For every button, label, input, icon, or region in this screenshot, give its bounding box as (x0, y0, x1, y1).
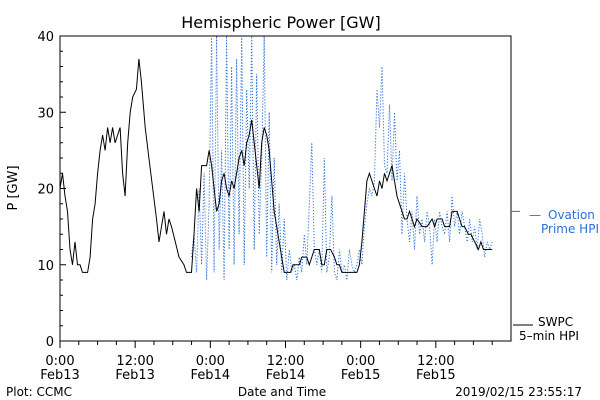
x-tick-date-label: Feb14 (266, 368, 306, 383)
ovation-legend-line2: Prime HPI (541, 222, 599, 236)
y-axis-ticks: 0 10 20 30 40 (37, 30, 66, 350)
x-tick-date-label: Feb15 (341, 368, 381, 383)
y-tick-label: 20 (37, 183, 54, 198)
x-tick-time-label: 12:00 (116, 354, 153, 369)
x-axis-ticks: 0:00Feb1312:00Feb130:00Feb1412:00Feb140:… (40, 341, 493, 383)
x-tick-time-label: 12:00 (417, 354, 454, 369)
ovation-legend-dash: — (529, 208, 541, 222)
x-tick-time-label: 0:00 (196, 354, 225, 369)
x-tick-date-label: Feb13 (115, 368, 155, 383)
chart-title: Hemispheric Power [GW] (181, 13, 380, 32)
y-tick-label: 40 (37, 30, 54, 45)
timestamp: 2019/02/15 23:55:17 (455, 385, 582, 399)
y-tick-label: 10 (37, 259, 54, 274)
swpc-legend-line2: 5–min HPI (519, 329, 579, 343)
plot-frame (59, 35, 512, 342)
x-tick-time-label: 12:00 (267, 354, 304, 369)
y-axis-label: P [GW] (6, 165, 21, 210)
swpc-hpi-series-line (59, 58, 493, 273)
x-tick-date-label: Feb13 (40, 368, 80, 383)
x-tick-date-label: Feb14 (191, 368, 231, 383)
swpc-legend-line1: SWPC (538, 315, 573, 329)
x-tick-time-label: 0:00 (346, 354, 375, 369)
x-tick-date-label: Feb15 (416, 368, 456, 383)
ovation-legend-line1: Ovation (548, 208, 595, 222)
x-axis-label: Date and Time (238, 385, 326, 399)
series-layer (59, 35, 493, 281)
y-tick-label: 30 (37, 106, 54, 121)
ovation-prime-series-line (191, 35, 493, 281)
x-tick-time-label: 0:00 (45, 354, 74, 369)
y-tick-label: 0 (46, 335, 54, 350)
plot-credit: Plot: CCMC (6, 385, 72, 399)
